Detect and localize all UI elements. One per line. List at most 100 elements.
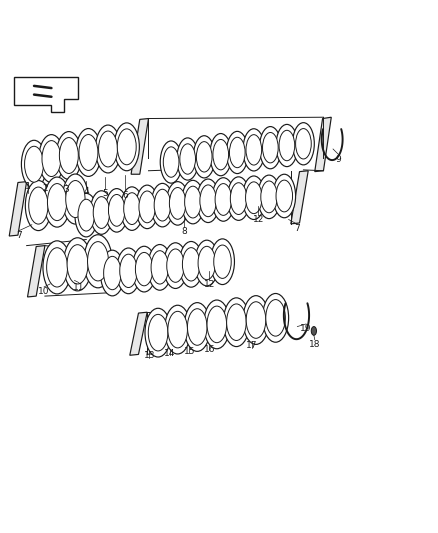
- Ellipse shape: [47, 183, 67, 221]
- Ellipse shape: [276, 124, 298, 167]
- Ellipse shape: [293, 123, 314, 165]
- Ellipse shape: [258, 175, 280, 219]
- Ellipse shape: [259, 126, 281, 169]
- Ellipse shape: [187, 309, 207, 345]
- Text: 12: 12: [204, 280, 215, 289]
- Ellipse shape: [67, 245, 88, 284]
- Text: 11: 11: [73, 282, 85, 292]
- Ellipse shape: [25, 146, 43, 182]
- Ellipse shape: [177, 138, 198, 180]
- Ellipse shape: [78, 199, 95, 231]
- Ellipse shape: [211, 239, 234, 285]
- Ellipse shape: [75, 193, 98, 237]
- Ellipse shape: [215, 183, 232, 215]
- Ellipse shape: [196, 142, 212, 172]
- Polygon shape: [291, 171, 308, 224]
- Ellipse shape: [139, 191, 155, 223]
- Ellipse shape: [95, 125, 120, 173]
- Ellipse shape: [56, 132, 81, 180]
- Ellipse shape: [200, 185, 216, 217]
- Ellipse shape: [84, 235, 112, 288]
- Ellipse shape: [136, 185, 159, 229]
- Ellipse shape: [223, 298, 250, 346]
- Ellipse shape: [43, 241, 71, 294]
- Ellipse shape: [163, 243, 187, 288]
- Ellipse shape: [93, 197, 110, 229]
- Ellipse shape: [182, 180, 204, 224]
- Ellipse shape: [273, 174, 296, 218]
- Polygon shape: [14, 77, 78, 112]
- Ellipse shape: [261, 181, 277, 213]
- Ellipse shape: [25, 181, 51, 231]
- Ellipse shape: [262, 133, 278, 163]
- Ellipse shape: [135, 253, 153, 286]
- Ellipse shape: [60, 138, 78, 173]
- Ellipse shape: [104, 256, 121, 290]
- Text: 4: 4: [84, 187, 89, 196]
- Ellipse shape: [29, 187, 48, 224]
- Ellipse shape: [230, 138, 245, 168]
- Ellipse shape: [132, 246, 156, 292]
- Ellipse shape: [76, 128, 101, 176]
- Ellipse shape: [243, 296, 269, 344]
- Polygon shape: [315, 117, 331, 172]
- Ellipse shape: [106, 189, 128, 232]
- Ellipse shape: [226, 131, 248, 174]
- Polygon shape: [9, 182, 27, 236]
- Ellipse shape: [276, 180, 293, 212]
- Ellipse shape: [88, 241, 109, 281]
- Ellipse shape: [212, 177, 235, 221]
- Text: 7: 7: [294, 224, 300, 233]
- Ellipse shape: [124, 193, 140, 224]
- Ellipse shape: [180, 144, 195, 174]
- Ellipse shape: [117, 129, 136, 165]
- Ellipse shape: [184, 303, 210, 351]
- Ellipse shape: [193, 136, 215, 178]
- Ellipse shape: [185, 186, 201, 218]
- Ellipse shape: [170, 188, 186, 219]
- Text: 3: 3: [63, 185, 69, 194]
- Ellipse shape: [266, 300, 286, 336]
- Ellipse shape: [296, 128, 311, 159]
- Polygon shape: [28, 246, 45, 297]
- Ellipse shape: [21, 140, 47, 188]
- Ellipse shape: [62, 174, 88, 224]
- Ellipse shape: [204, 300, 230, 349]
- Text: 6: 6: [123, 191, 128, 200]
- Ellipse shape: [109, 195, 125, 226]
- Text: 18: 18: [309, 340, 321, 349]
- Text: 9: 9: [336, 155, 342, 164]
- Text: 2: 2: [42, 184, 48, 193]
- Ellipse shape: [100, 250, 124, 296]
- Ellipse shape: [165, 305, 191, 354]
- Ellipse shape: [198, 246, 215, 280]
- Ellipse shape: [79, 134, 98, 171]
- Ellipse shape: [42, 141, 61, 176]
- Ellipse shape: [246, 182, 262, 214]
- Ellipse shape: [167, 249, 184, 282]
- Ellipse shape: [213, 140, 229, 170]
- Ellipse shape: [160, 141, 182, 183]
- Text: 16: 16: [204, 345, 215, 354]
- Ellipse shape: [262, 294, 289, 342]
- Ellipse shape: [226, 304, 246, 341]
- Ellipse shape: [117, 248, 141, 294]
- Ellipse shape: [120, 187, 143, 230]
- Polygon shape: [131, 118, 148, 174]
- Text: 5: 5: [102, 189, 108, 198]
- Ellipse shape: [114, 123, 139, 171]
- Text: 12: 12: [252, 215, 264, 224]
- Ellipse shape: [227, 177, 250, 220]
- Ellipse shape: [168, 311, 187, 348]
- Ellipse shape: [145, 308, 171, 357]
- Ellipse shape: [197, 179, 219, 223]
- Ellipse shape: [179, 241, 203, 287]
- Ellipse shape: [207, 306, 226, 343]
- Text: 17: 17: [246, 341, 258, 350]
- Ellipse shape: [279, 130, 295, 161]
- Text: 15: 15: [184, 347, 195, 356]
- Text: 19: 19: [300, 324, 312, 333]
- Ellipse shape: [243, 176, 265, 220]
- Text: 8: 8: [181, 228, 187, 236]
- Ellipse shape: [99, 131, 117, 167]
